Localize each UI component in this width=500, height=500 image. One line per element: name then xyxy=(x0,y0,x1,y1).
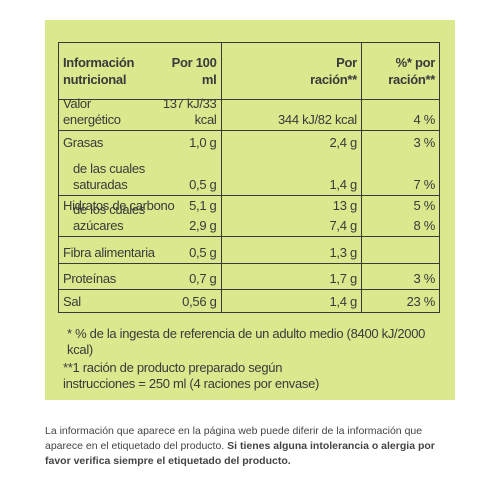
per100: 0,5 g xyxy=(189,177,217,192)
header-per100: Por 100 ml xyxy=(171,55,217,87)
line: de los cuales azúcares 2,9 g xyxy=(63,202,217,236)
line: Valor energético 137 kJ/33 kcal xyxy=(63,96,217,130)
label: Sal xyxy=(63,294,81,309)
disclaimer: La información que aparece en la página … xyxy=(45,424,455,469)
pct: 3 % xyxy=(413,135,435,150)
per100: 137 kJ/33 kcal xyxy=(162,96,217,127)
sub-label: de los cuales azúcares xyxy=(73,202,145,233)
pct-cell: 3 % 7 % xyxy=(360,130,441,196)
line: Proteínas 0,7 g xyxy=(63,264,217,289)
header-portion-text: Por ración** xyxy=(310,55,357,87)
line: 1,4 g xyxy=(226,290,357,312)
header-pct: %* por ración** xyxy=(360,42,441,100)
nutrient-cell: Hidratos de carbono 5,1 g de los cuales az… xyxy=(58,195,222,237)
line: 2,4 g xyxy=(226,131,357,153)
nutrition-panel: Información nutricional Por 100 ml Por ra… xyxy=(45,20,455,400)
disclaimer-text: La información que aparece en la página … xyxy=(45,425,423,452)
portion: 7,4 g xyxy=(329,218,357,233)
line: 5 % xyxy=(366,196,435,216)
pct: 5 % xyxy=(413,198,435,213)
line: 3 % xyxy=(366,264,435,289)
label: Fibra alimentaria xyxy=(63,245,155,260)
nutrient-cell: Fibra alimentaria 0,5 g xyxy=(58,236,222,264)
line: Sal 0,56 g xyxy=(63,290,217,312)
pct: 8 % xyxy=(413,218,435,233)
line: 23 % xyxy=(366,290,436,312)
line: 4 % xyxy=(366,100,435,130)
portion: 1,4 g xyxy=(329,177,357,192)
nutrient-cell: Sal 0,56 g xyxy=(58,289,222,313)
pct: 3 % xyxy=(413,271,435,286)
portion: 1,4 g xyxy=(329,294,357,309)
line: 8 % xyxy=(366,216,435,236)
per100: 1,0 g xyxy=(189,135,217,150)
label: Grasas xyxy=(63,135,104,150)
line xyxy=(366,237,435,263)
portion: 1,7 g xyxy=(329,271,357,286)
portion: 13 g xyxy=(332,198,357,213)
sub-label: de las cuales saturadas xyxy=(73,161,145,192)
header-cell: Información nutricional Por 100 ml xyxy=(58,42,222,100)
nutrient-row: Valor energético 137 kJ/33 kcal 344 kJ/82 … xyxy=(58,96,441,131)
pct: 4 % xyxy=(413,112,435,127)
line: 1,4 g xyxy=(226,153,357,195)
portion: 1,3 g xyxy=(329,245,357,260)
pct-cell: 5 % 8 % xyxy=(360,195,441,237)
nutrient-cell: Valor energético 137 kJ/33 kcal xyxy=(58,96,222,131)
portion-cell: 1,3 g xyxy=(220,236,362,264)
header-portion: Por ración** xyxy=(220,42,362,100)
footnote: **1 ración de producto preparado según i… xyxy=(63,360,320,391)
portion-cell: 1,7 g xyxy=(220,263,362,290)
portion-cell: 1,4 g xyxy=(220,289,362,313)
portion: 344 kJ/82 kcal xyxy=(277,112,357,127)
portion: 2,4 g xyxy=(329,135,357,150)
pct-cell xyxy=(360,236,441,264)
portion-cell: 13 g 7,4 g xyxy=(220,195,362,237)
pct-cell: 4 % xyxy=(360,99,441,131)
portion-cell: 2,4 g 1,4 g xyxy=(220,130,362,196)
line: 7 % xyxy=(366,153,435,195)
line: 3 % xyxy=(366,131,435,153)
label: Valor energético xyxy=(63,96,121,127)
line: 344 kJ/82 kcal xyxy=(226,100,357,130)
header-row: Información nutricional Por 100 ml Por ra… xyxy=(58,42,441,100)
per100: 0,5 g xyxy=(189,245,217,260)
line: Hidratos de carbono 5,1 g xyxy=(63,196,217,216)
per100: 0,56 g xyxy=(182,294,217,309)
nutrient-cell: Proteínas 0,7 g xyxy=(58,263,222,290)
pct: 23 % xyxy=(406,294,436,309)
nutrition-table: Información nutricional Por 100 ml Por ra… xyxy=(58,42,441,313)
line: 1,7 g xyxy=(226,264,357,289)
per100: 5,1 g xyxy=(189,198,217,213)
header-label: Información nutricional xyxy=(63,55,135,87)
nutrient-row: Fibra alimentaria 0,5 g 1,3 g xyxy=(58,236,441,264)
disclaimer-bold: Si tienes alguna intolerancia o alergia … xyxy=(45,440,435,467)
line: 1,3 g xyxy=(226,237,357,263)
label: Proteínas xyxy=(63,271,116,286)
nutrient-row: Hidratos de carbono 5,1 g de los cuales az… xyxy=(58,195,441,237)
nutrient-row: Proteínas 0,7 g 1,7 g 3 % xyxy=(58,263,441,290)
pct: 7 % xyxy=(413,177,435,192)
nutrient-row: Sal 0,56 g 1,4 g 23 % xyxy=(58,289,441,313)
per100: 0,7 g xyxy=(189,271,217,286)
per100: 2,9 g xyxy=(189,218,217,233)
line: de las cuales saturadas 0,5 g xyxy=(63,153,217,195)
line: 7,4 g xyxy=(226,216,357,236)
line: 13 g xyxy=(226,196,357,216)
pct-cell: 3 % xyxy=(360,263,441,290)
line: Grasas 1,0 g xyxy=(63,131,217,153)
portion-cell: 344 kJ/82 kcal xyxy=(220,99,362,131)
pct-cell: 23 % xyxy=(360,289,441,313)
footnotes: * % de la ingesta de referencia de un ad… xyxy=(63,326,443,394)
line: Fibra alimentaria 0,5 g xyxy=(63,237,217,263)
label: Hidratos de carbono xyxy=(63,198,175,213)
nutrient-cell: Grasas 1,0 g de las cuales saturadas 0,5 g xyxy=(58,130,222,196)
footnote: * % de la ingesta de referencia de un ad… xyxy=(67,326,426,357)
